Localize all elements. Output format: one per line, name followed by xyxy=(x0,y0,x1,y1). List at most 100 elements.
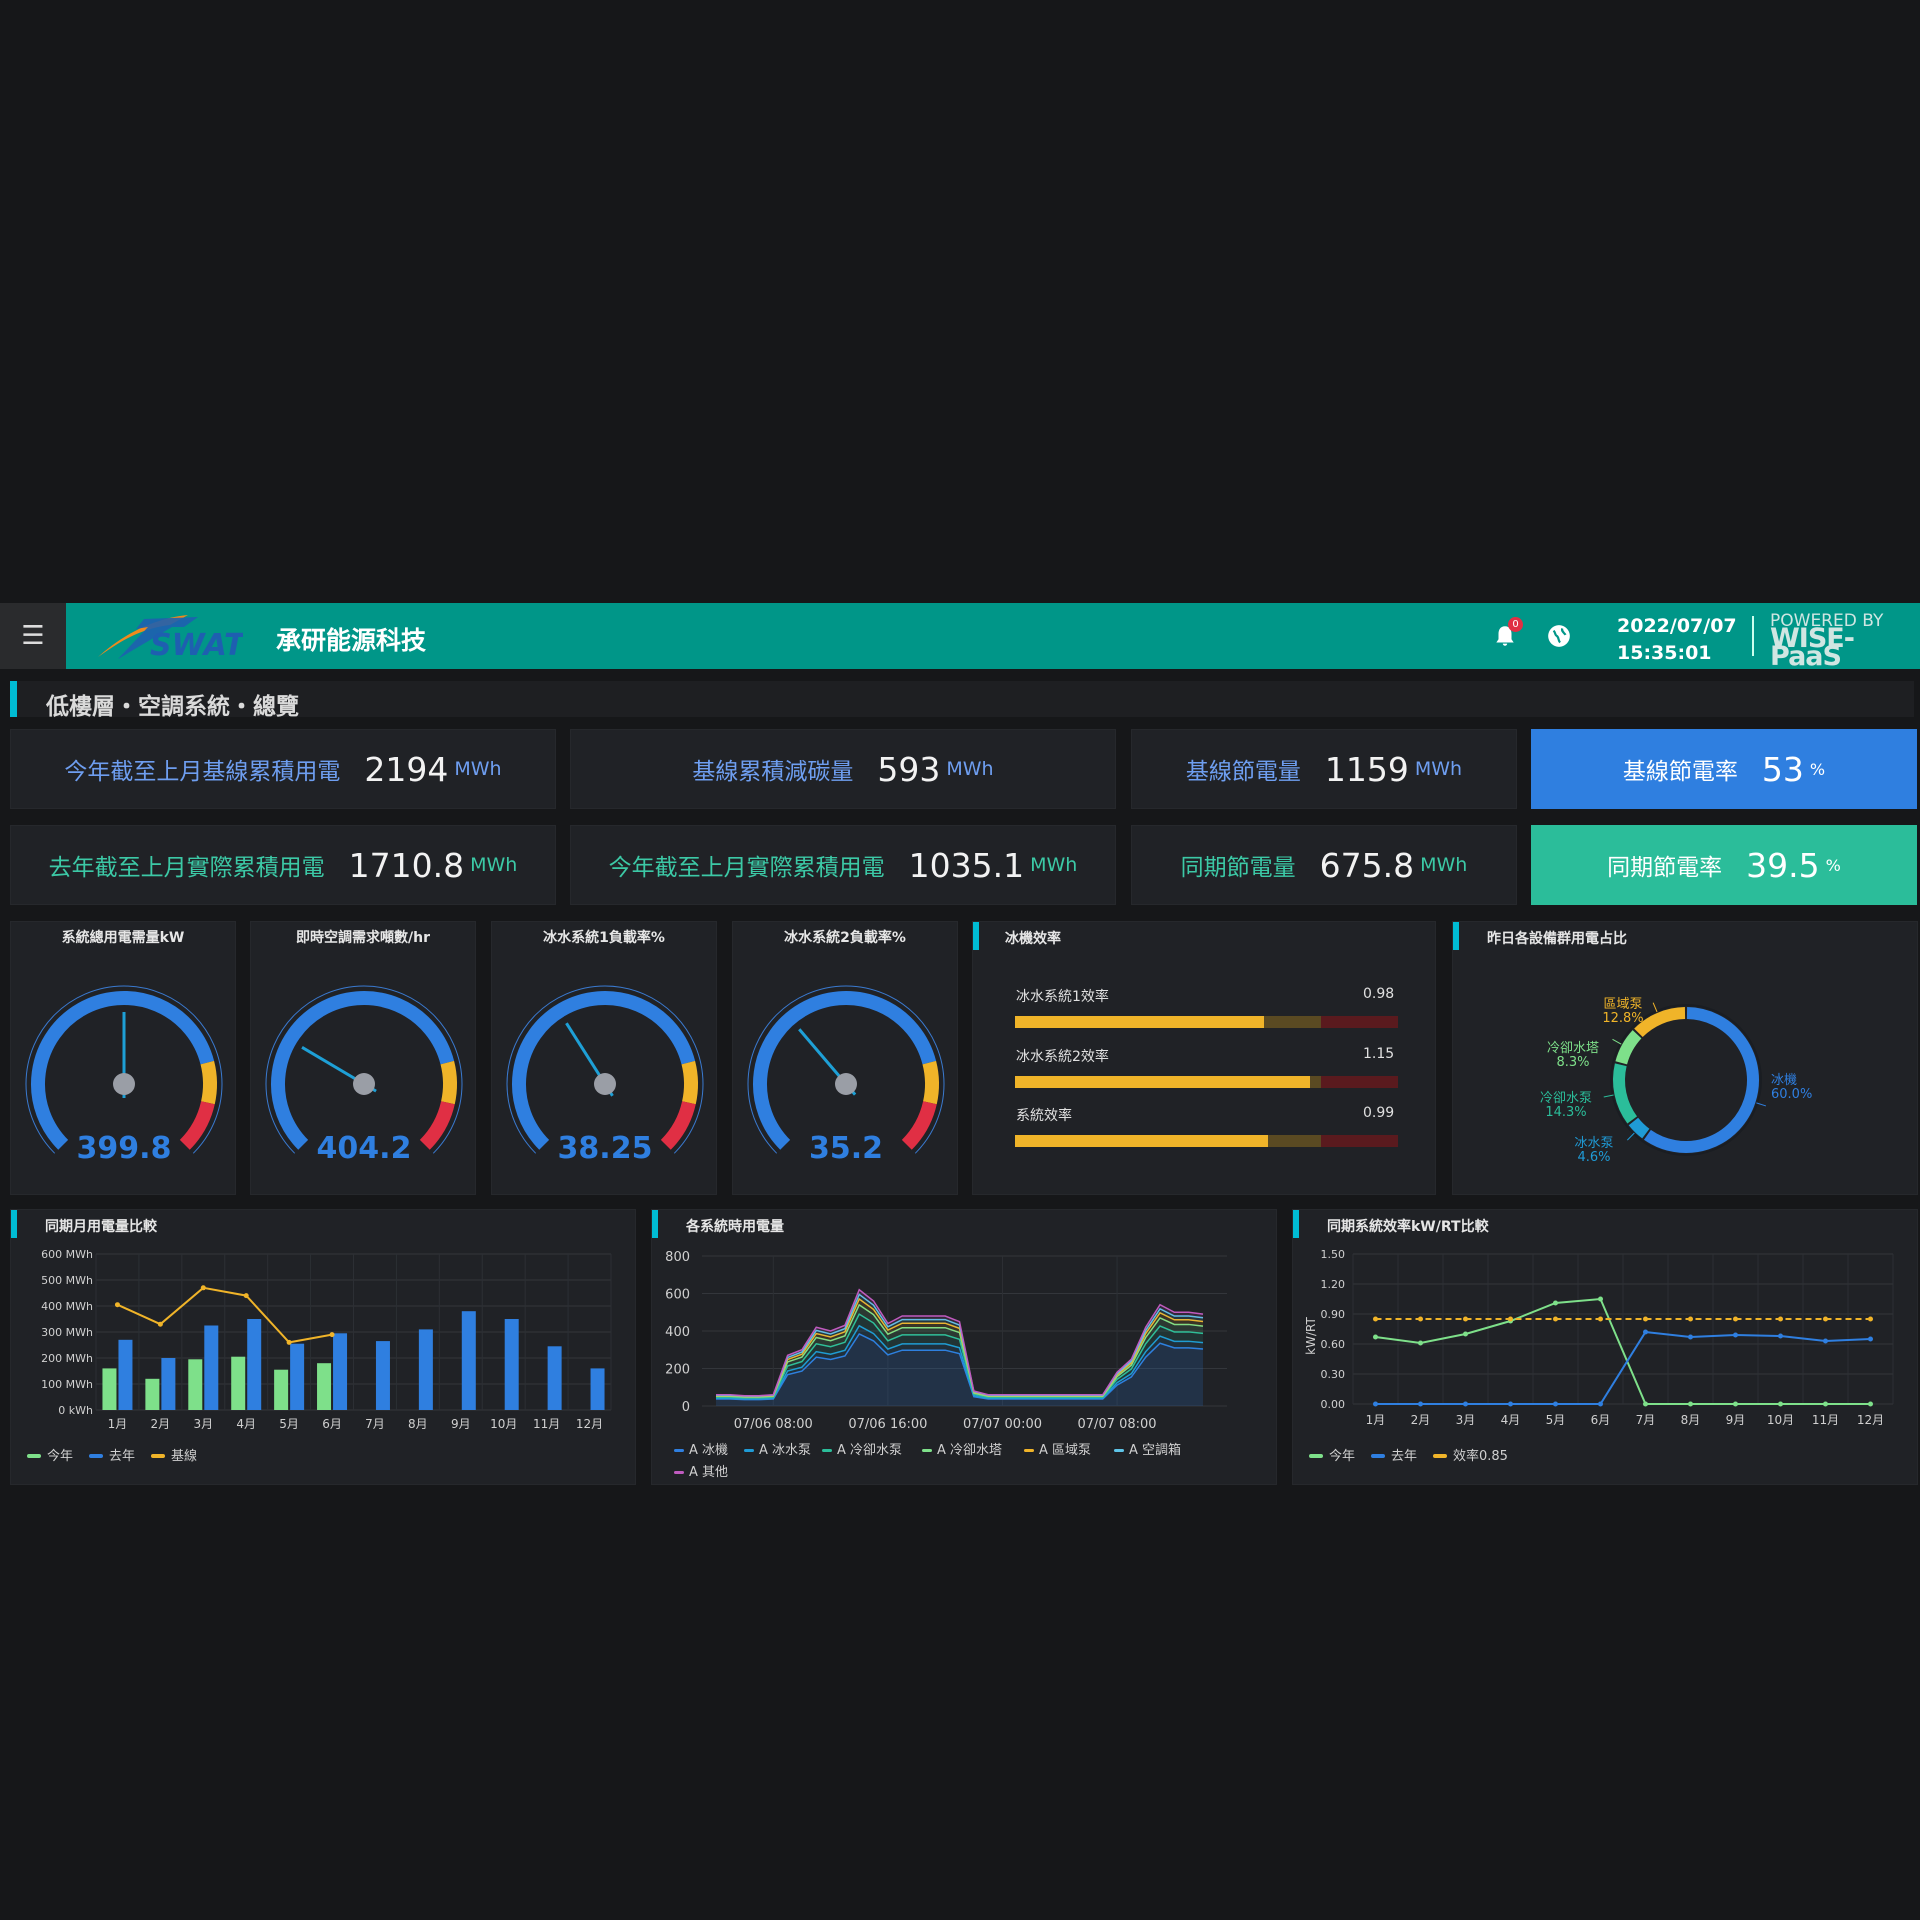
series-point xyxy=(1508,1316,1513,1322)
kpi-card-highlight[interactable]: 基線節電率 53 % xyxy=(1531,729,1917,809)
area-line xyxy=(716,1332,1204,1401)
breadcrumb-accent xyxy=(10,681,17,717)
legend-label: 去年 xyxy=(1391,1449,1417,1464)
kpi-unit: MWh xyxy=(470,854,518,876)
panel-accent xyxy=(652,1210,658,1238)
donut-label: 冷卻水泵 xyxy=(1540,1091,1592,1106)
x-tick-label: 9月 xyxy=(451,1417,471,1431)
series-point xyxy=(1553,1401,1558,1407)
x-tick-label: 07/06 08:00 xyxy=(734,1417,813,1432)
donut-label: 區域泵 xyxy=(1603,997,1642,1012)
efficiency-compare-panel[interactable]: 同期系統效率kW/RT比較 0.00 0.30 0.60 0.90 1.20 1.50 1月… xyxy=(1292,1209,1918,1485)
company-name: 承研能源科技 xyxy=(276,626,427,655)
x-tick-label: 07/07 00:00 xyxy=(963,1417,1042,1432)
bar-fill xyxy=(1015,1076,1310,1088)
gauge-band-critical xyxy=(419,1101,455,1150)
efficiency-bar xyxy=(1015,1076,1398,1088)
panel-title: 同期系統效率kW/RT比較 xyxy=(1327,1219,1489,1235)
legend-swatch xyxy=(674,1471,684,1474)
y-tick-label: 500 MWh xyxy=(41,1274,93,1287)
bar-label: 冰水系統1效率 xyxy=(1016,989,1109,1005)
bar xyxy=(290,1343,305,1410)
kpi-label: 今年截至上月實際累積用電 xyxy=(608,855,885,881)
y-tick-label: 0.00 xyxy=(1321,1398,1346,1411)
kpi-label: 基線累積減碳量 xyxy=(692,759,854,785)
hourly-usage-panel[interactable]: 各系統時用電量 0 200 400 600 800 07/06 08:00 07/06 16… xyxy=(651,1209,1277,1485)
kpi-card[interactable]: 去年截至上月實際累積用電 1710.8 MWh xyxy=(10,825,556,905)
kpi-label: 基線節電量 xyxy=(1185,759,1301,785)
legend-swatch xyxy=(822,1449,832,1452)
bar xyxy=(274,1369,289,1410)
efficiency-line-chart: 0.00 0.30 0.60 0.90 1.20 1.50 1月 2月 3月 4月 5月 6月 7月 8月… xyxy=(1304,1248,1894,1464)
notification-badge: 0 xyxy=(1508,617,1523,632)
baseline-point xyxy=(286,1339,292,1345)
gauge-band-normal xyxy=(31,991,215,1150)
donut-leader xyxy=(1652,1002,1658,1013)
bar xyxy=(418,1329,433,1410)
legend-label: 去年 xyxy=(109,1449,135,1464)
kpi-card[interactable]: 今年截至上月實際累積用電 1035.1 MWh xyxy=(570,825,1116,905)
monthly-usage-panel[interactable]: 同期月用電量比較 0 kWh 100 MWh 200 MWh 300 MWh 400 M… xyxy=(10,1209,636,1485)
legend-swatch xyxy=(744,1449,754,1452)
area-line xyxy=(716,1303,1204,1398)
top-bar: ☰ SWAT 承研能源科技 0 2022/07/07 15:35:01 POWE… xyxy=(0,603,1920,670)
y-tick-label: 400 xyxy=(665,1325,690,1340)
chiller-efficiency-panel[interactable]: 冰機效率 冰水系統1效率 0.98 冰水系統2效率 1.15 系統效率 0.99 xyxy=(972,921,1436,1195)
kpi-card[interactable]: 同期節電量 675.8 MWh xyxy=(1131,825,1517,905)
bar-label: 系統效率 xyxy=(1016,1108,1072,1124)
series-point xyxy=(1418,1340,1423,1346)
gauge-outer-ring xyxy=(747,985,945,1154)
swat-logo[interactable]: SWAT xyxy=(88,609,243,665)
series-point xyxy=(1463,1316,1468,1322)
series-point xyxy=(1373,1334,1378,1340)
area-line xyxy=(716,1288,1204,1397)
kpi-unit: % xyxy=(1825,855,1841,875)
panel-title: 冰機效率 xyxy=(1005,931,1061,947)
kpi-card[interactable]: 今年截至上月基線累積用電 2194 MWh xyxy=(10,729,556,809)
y-tick-label: 800 xyxy=(665,1250,690,1265)
hamburger-icon[interactable]: ☰ xyxy=(0,603,66,669)
x-tick-label: 2月 xyxy=(151,1417,171,1431)
kpi-unit: % xyxy=(1809,759,1826,779)
kpi-value: 1159 xyxy=(1324,749,1409,789)
gauge-value: 399.8 xyxy=(77,1131,172,1166)
legend-label: A 冰機 xyxy=(689,1443,728,1458)
donut-slice xyxy=(1615,1030,1642,1065)
gauge-panel[interactable]: 系統總用電需量kW 399.8 xyxy=(10,921,236,1195)
kpi-card[interactable]: 基線節電量 1159 MWh xyxy=(1131,729,1517,809)
powered-by: POWERED BY WISE-PaaS xyxy=(1770,612,1920,670)
area-band xyxy=(716,1333,1203,1406)
kpi-card[interactable]: 基線累積減碳量 593 MWh xyxy=(570,729,1116,809)
legend-label: A 冷卻水泵 xyxy=(837,1443,902,1458)
gauge-panel[interactable]: 冰水系統2負載率% 35.2 xyxy=(732,921,958,1195)
baseline-point xyxy=(114,1302,120,1308)
kpi-card-highlight[interactable]: 同期節電率 39.5 % xyxy=(1531,825,1917,905)
donut-slice xyxy=(1613,1063,1638,1124)
y-tick-label: 600 MWh xyxy=(41,1248,93,1261)
legend-swatch xyxy=(1114,1449,1124,1452)
kpi-unit: MWh xyxy=(1420,854,1468,876)
gauge-value: 38.25 xyxy=(558,1131,653,1166)
kpi-value: 2194 xyxy=(364,749,449,789)
efficiency-bar xyxy=(1015,1135,1398,1147)
y-tick-label: 0.60 xyxy=(1321,1338,1346,1351)
gauge: 38.25 xyxy=(506,985,704,1166)
x-tick-label: 1月 xyxy=(1366,1413,1386,1427)
bar-value: 0.98 xyxy=(1363,986,1395,1002)
kpi-unit: MWh xyxy=(1414,758,1463,780)
x-tick-label: 5月 xyxy=(279,1417,299,1431)
equipment-share-panel[interactable]: 昨日各設備群用電占比 冰機 60.0% 冰水泵 4.6% 冷卻水泵 14.3% 冷卻水塔 8.… xyxy=(1452,921,1918,1195)
gauge-panel[interactable]: 即時空調需求噸數/hr 404.2 xyxy=(250,921,476,1195)
gauge-band-warning xyxy=(922,1060,939,1105)
kpi-value: 1035.1 xyxy=(908,845,1025,885)
series-point xyxy=(1778,1401,1783,1407)
series-point xyxy=(1418,1401,1423,1407)
bell-icon[interactable] xyxy=(1492,623,1518,649)
series-point xyxy=(1733,1401,1738,1407)
gauge-panel[interactable]: 冰水系統1負載率% 38.25 xyxy=(491,921,717,1195)
hourly-area-chart: 0 200 400 600 800 07/06 08:00 07/06 16:00 07/07… xyxy=(665,1250,1227,1480)
globe-icon[interactable] xyxy=(1546,623,1572,649)
y-tick-label: 200 xyxy=(665,1363,690,1378)
y-tick-label: 1.20 xyxy=(1321,1278,1346,1291)
